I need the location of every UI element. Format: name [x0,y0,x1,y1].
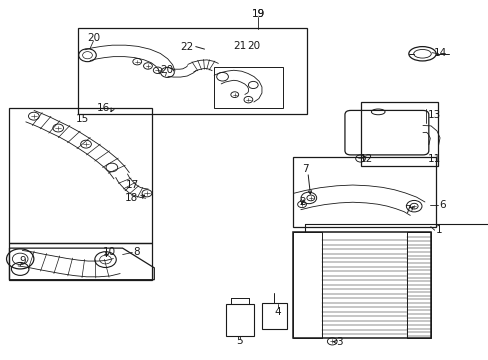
Bar [78,28,306,114]
Text: 6: 6 [439,200,445,210]
Text: 11: 11 [427,154,440,164]
Text: 9: 9 [20,256,26,266]
Text: 10: 10 [102,247,115,257]
Text: 22: 22 [180,42,193,51]
Text: 8: 8 [133,247,140,257]
Text: 21: 21 [232,41,246,50]
Text: 2: 2 [299,197,305,207]
Text: 7: 7 [404,206,410,216]
Bar [407,232,430,338]
Text: 20: 20 [160,64,173,75]
Text: 4: 4 [274,307,281,317]
Bar [293,232,321,338]
Bar [360,102,437,166]
Text: 19: 19 [251,9,264,19]
Bar [214,67,282,108]
Bar [293,232,430,338]
Text: 16: 16 [96,103,109,113]
Text: 7: 7 [302,164,308,174]
Text: 20: 20 [86,33,100,43]
Text: 3: 3 [336,337,342,347]
Bar [9,108,152,243]
Text: 18: 18 [124,193,138,203]
Bar [293,157,435,227]
Text: 15: 15 [76,114,89,124]
Text: 17: 17 [125,180,139,190]
Text: 1: 1 [435,225,441,235]
Bar [225,304,254,336]
Text: 20: 20 [247,41,260,50]
Bar [261,303,286,329]
Text: 13: 13 [427,111,440,121]
Text: 5: 5 [236,336,243,346]
Text: 14: 14 [433,48,446,58]
Text: 12: 12 [359,154,372,164]
Text: 19: 19 [251,9,264,19]
